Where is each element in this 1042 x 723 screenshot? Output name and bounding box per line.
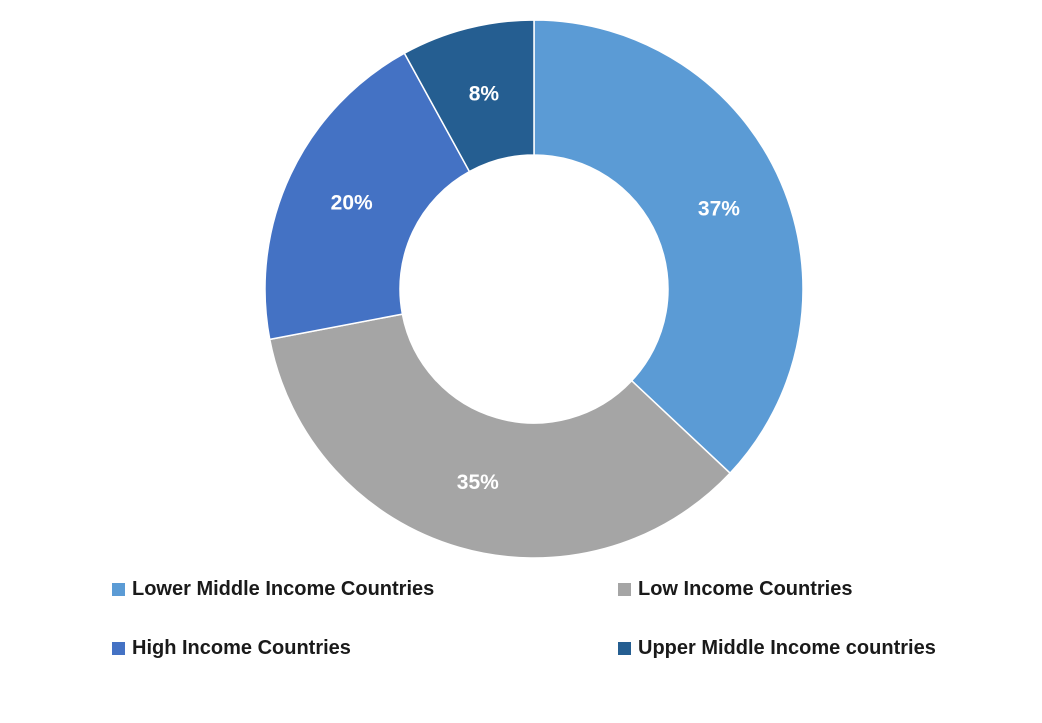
donut-slice-high-income [264,52,471,341]
legend-item-upper-middle-income: Upper Middle Income countries [618,637,936,660]
legend-swatch-low-income [618,583,631,596]
donut-slice-lower-middle-income [533,19,804,475]
legend-label-low-income: Low Income Countries [638,578,853,600]
legend-item-lower-middle-income: Lower Middle Income Countries [112,578,434,601]
donut-slice-upper-middle-income [403,19,535,173]
donut-slice-low-income [268,313,732,559]
data-label-high-income: 20% [331,192,373,215]
data-label-lower-middle-income: 37% [698,197,740,220]
legend-item-high-income: High Income Countries [112,637,351,660]
legend-label-upper-middle-income: Upper Middle Income countries [638,637,936,659]
chart-legend: Lower Middle Income Countries Low Income… [112,574,992,694]
data-label-low-income: 35% [457,471,499,494]
legend-label-lower-middle-income: Lower Middle Income Countries [132,578,435,600]
legend-label-high-income: High Income Countries [132,637,351,659]
legend-swatch-high-income [112,642,125,655]
legend-item-low-income: Low Income Countries [618,578,852,601]
legend-swatch-upper-middle-income [618,642,631,655]
data-label-upper-middle-income: 8% [469,82,500,105]
legend-swatch-lower-middle-income [112,583,125,596]
